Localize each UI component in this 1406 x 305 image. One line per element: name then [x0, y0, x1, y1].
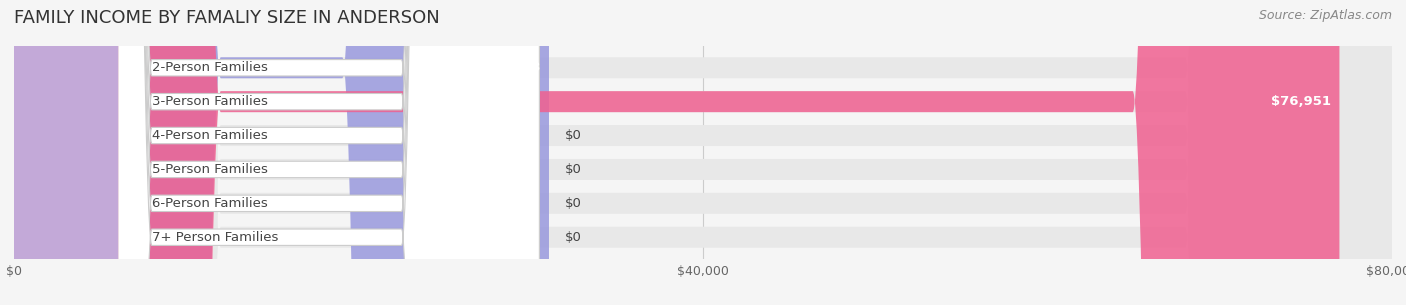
Text: 5-Person Families: 5-Person Families [152, 163, 267, 176]
Text: $0: $0 [565, 163, 582, 176]
FancyBboxPatch shape [14, 0, 540, 305]
Text: $31,058: $31,058 [479, 61, 540, 74]
Circle shape [0, 0, 118, 305]
FancyBboxPatch shape [14, 0, 1340, 305]
FancyBboxPatch shape [14, 0, 1392, 305]
FancyBboxPatch shape [14, 0, 548, 305]
FancyBboxPatch shape [14, 0, 540, 305]
Text: 7+ Person Families: 7+ Person Families [152, 231, 278, 244]
FancyBboxPatch shape [14, 0, 1392, 305]
FancyBboxPatch shape [14, 0, 540, 305]
Text: $76,951: $76,951 [1271, 95, 1331, 108]
FancyBboxPatch shape [14, 0, 1392, 305]
FancyBboxPatch shape [14, 0, 540, 305]
Circle shape [0, 0, 118, 305]
FancyBboxPatch shape [14, 0, 540, 305]
Circle shape [0, 0, 118, 305]
Text: 4-Person Families: 4-Person Families [152, 129, 267, 142]
Circle shape [0, 0, 118, 305]
Text: 3-Person Families: 3-Person Families [152, 95, 267, 108]
Text: $0: $0 [565, 197, 582, 210]
FancyBboxPatch shape [14, 0, 1392, 305]
Text: 6-Person Families: 6-Person Families [152, 197, 267, 210]
Circle shape [0, 0, 118, 305]
FancyBboxPatch shape [14, 0, 540, 305]
Text: FAMILY INCOME BY FAMALIY SIZE IN ANDERSON: FAMILY INCOME BY FAMALIY SIZE IN ANDERSO… [14, 9, 440, 27]
FancyBboxPatch shape [14, 0, 1392, 305]
FancyBboxPatch shape [14, 0, 1392, 305]
Text: 2-Person Families: 2-Person Families [152, 61, 267, 74]
Text: Source: ZipAtlas.com: Source: ZipAtlas.com [1258, 9, 1392, 22]
Circle shape [0, 0, 118, 305]
Text: $0: $0 [565, 231, 582, 244]
Text: $0: $0 [565, 129, 582, 142]
